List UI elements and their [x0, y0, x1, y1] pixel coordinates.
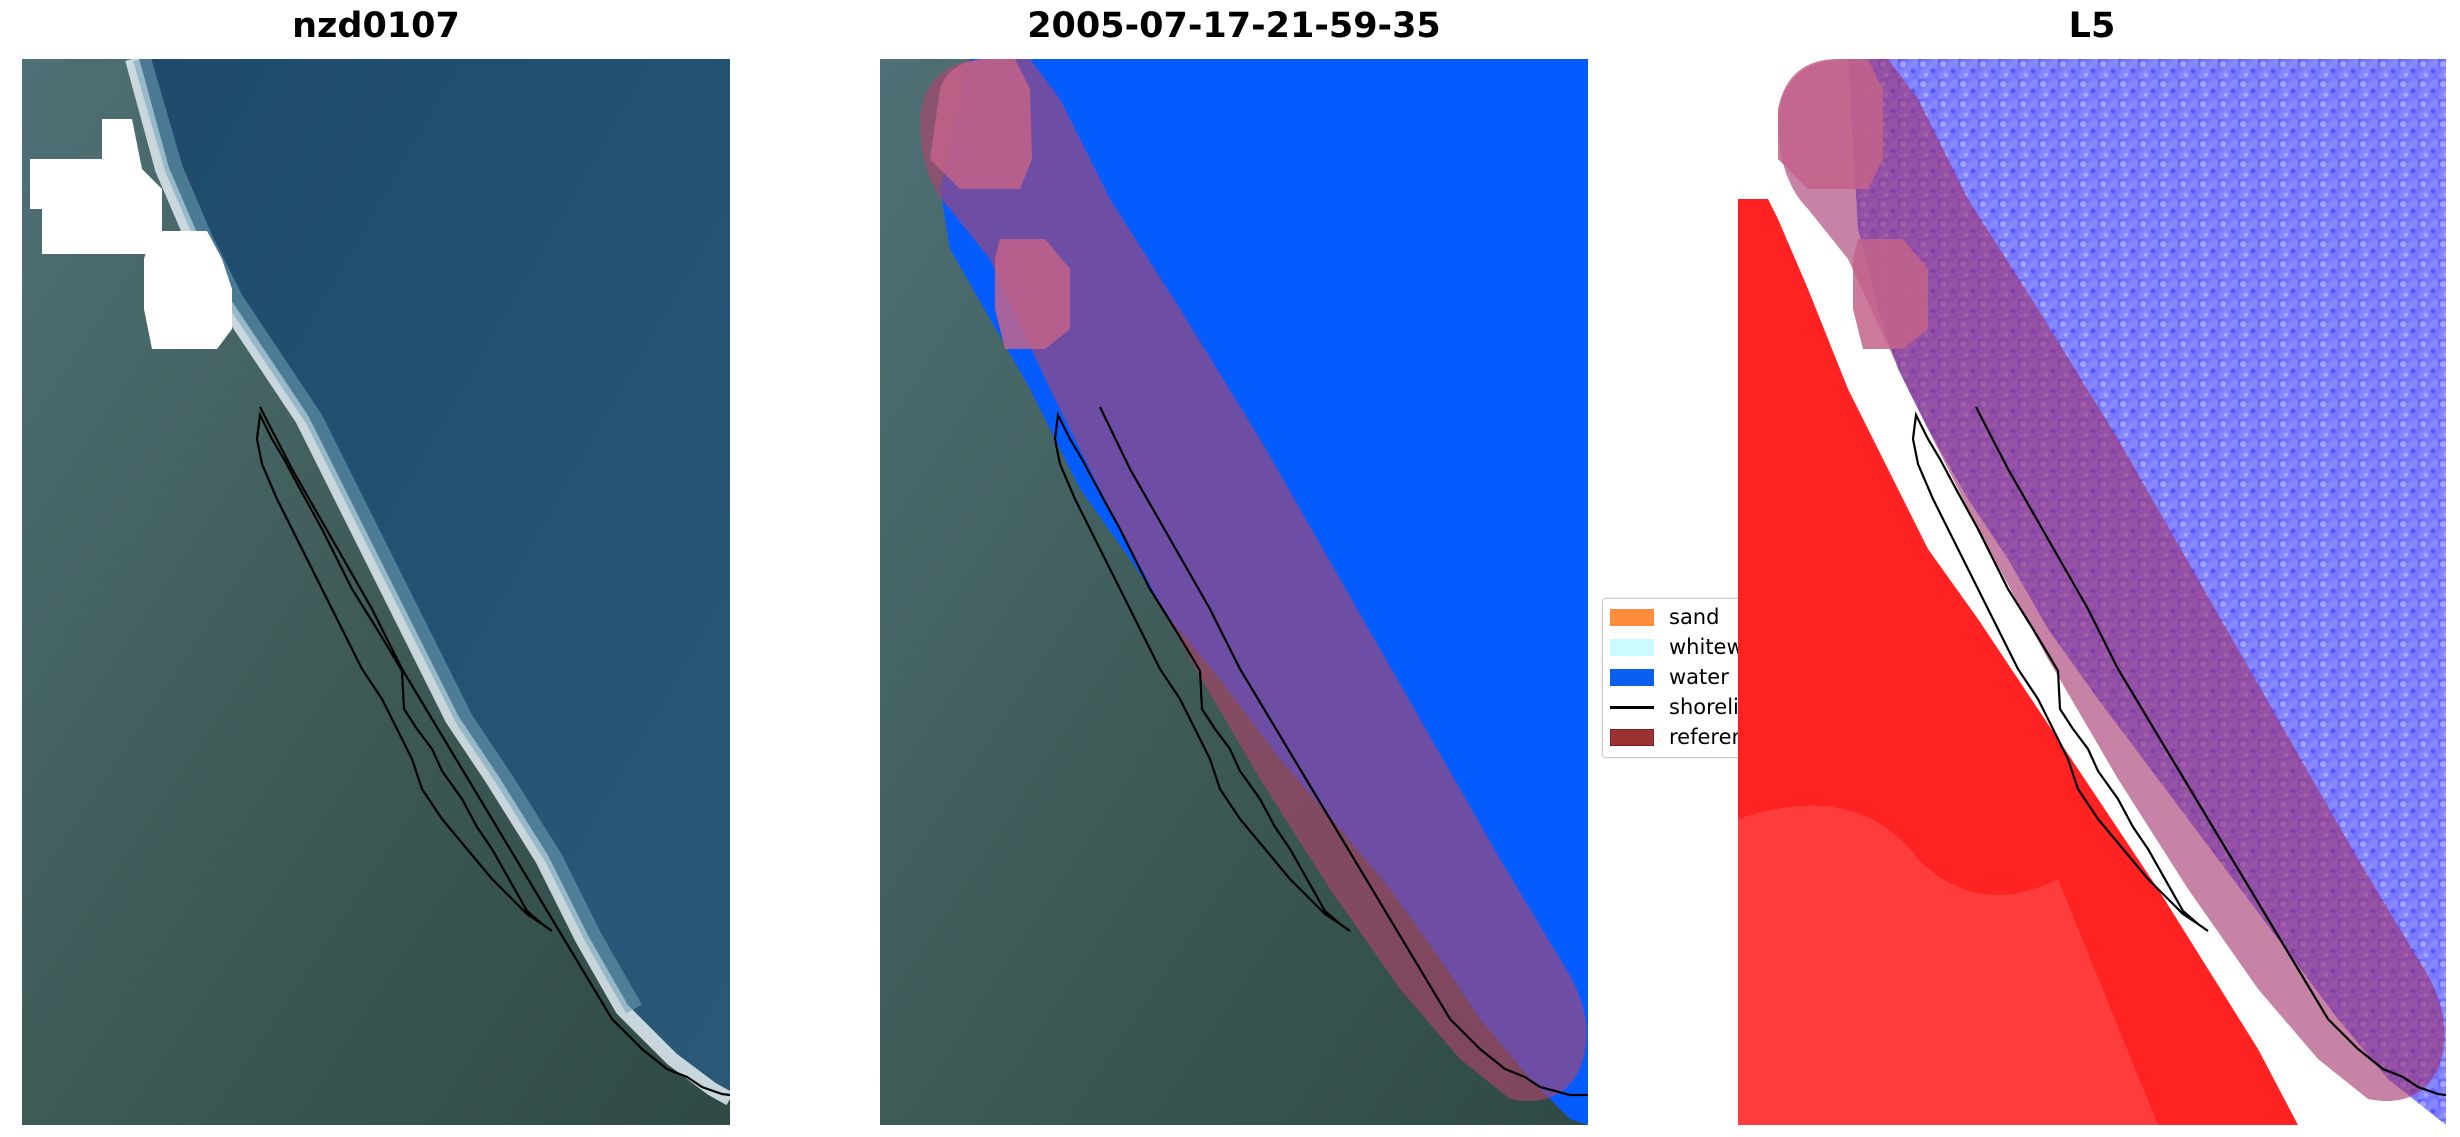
panel-title-index: L5 — [2068, 6, 2116, 46]
legend-label-sand: sand — [1669, 605, 1720, 629]
cloud-buffer-overlap-top — [930, 59, 1032, 189]
reference-buffer — [920, 59, 1587, 1101]
legend: sand whitew water shoreli referen — [1602, 598, 1744, 758]
satellite-image — [22, 59, 730, 1125]
satellite-image-panel — [22, 59, 730, 1125]
reference-swatch — [1610, 729, 1654, 746]
index-image — [1738, 59, 2446, 1125]
classification-image — [880, 59, 1588, 1125]
sand-swatch — [1610, 609, 1654, 626]
legend-label-reference: referen — [1669, 725, 1744, 749]
water-swatch — [1610, 669, 1654, 686]
legend-item-sand: sand — [1603, 603, 1743, 633]
shoreline-swatch — [1610, 706, 1654, 709]
panel-title-satellite: nzd0107 — [292, 6, 460, 46]
panel-title-classification: 2005-07-17-21-59-35 — [1027, 6, 1441, 46]
shoreline-inner — [1053, 411, 1351, 932]
sea-area — [132, 59, 730, 1099]
shoreline-outer — [1975, 406, 2446, 1097]
cloud-buffer-overlap — [1853, 239, 1928, 349]
legend-item-water: water — [1603, 663, 1743, 693]
classification-panel — [880, 59, 1588, 1125]
shoreline-inner — [1911, 411, 2209, 932]
shoreline-outer — [1099, 406, 1588, 1097]
legend-item-shoreline: shoreli — [1603, 693, 1743, 723]
legend-label-shoreline: shoreli — [1669, 695, 1739, 719]
legend-item-reference: referen — [1603, 723, 1743, 753]
legend-label-water: water — [1669, 665, 1729, 689]
reference-shoreline-inner — [255, 411, 553, 932]
legend-item-whitewater: whitew — [1603, 633, 1743, 663]
reference-buffer — [1778, 59, 2445, 1101]
reference-shoreline-outer — [259, 406, 730, 1097]
index-panel — [1738, 59, 2446, 1125]
cloud-mask-2 — [144, 231, 232, 349]
whitewater-swatch — [1610, 639, 1654, 656]
cloud-buffer-overlap-top — [1778, 59, 1883, 189]
cloud-mask-1 — [30, 119, 162, 254]
legend-label-whitewater: whitew — [1669, 635, 1744, 659]
cloud-buffer-overlap — [995, 239, 1070, 349]
index-land-texture — [1738, 805, 2158, 1125]
